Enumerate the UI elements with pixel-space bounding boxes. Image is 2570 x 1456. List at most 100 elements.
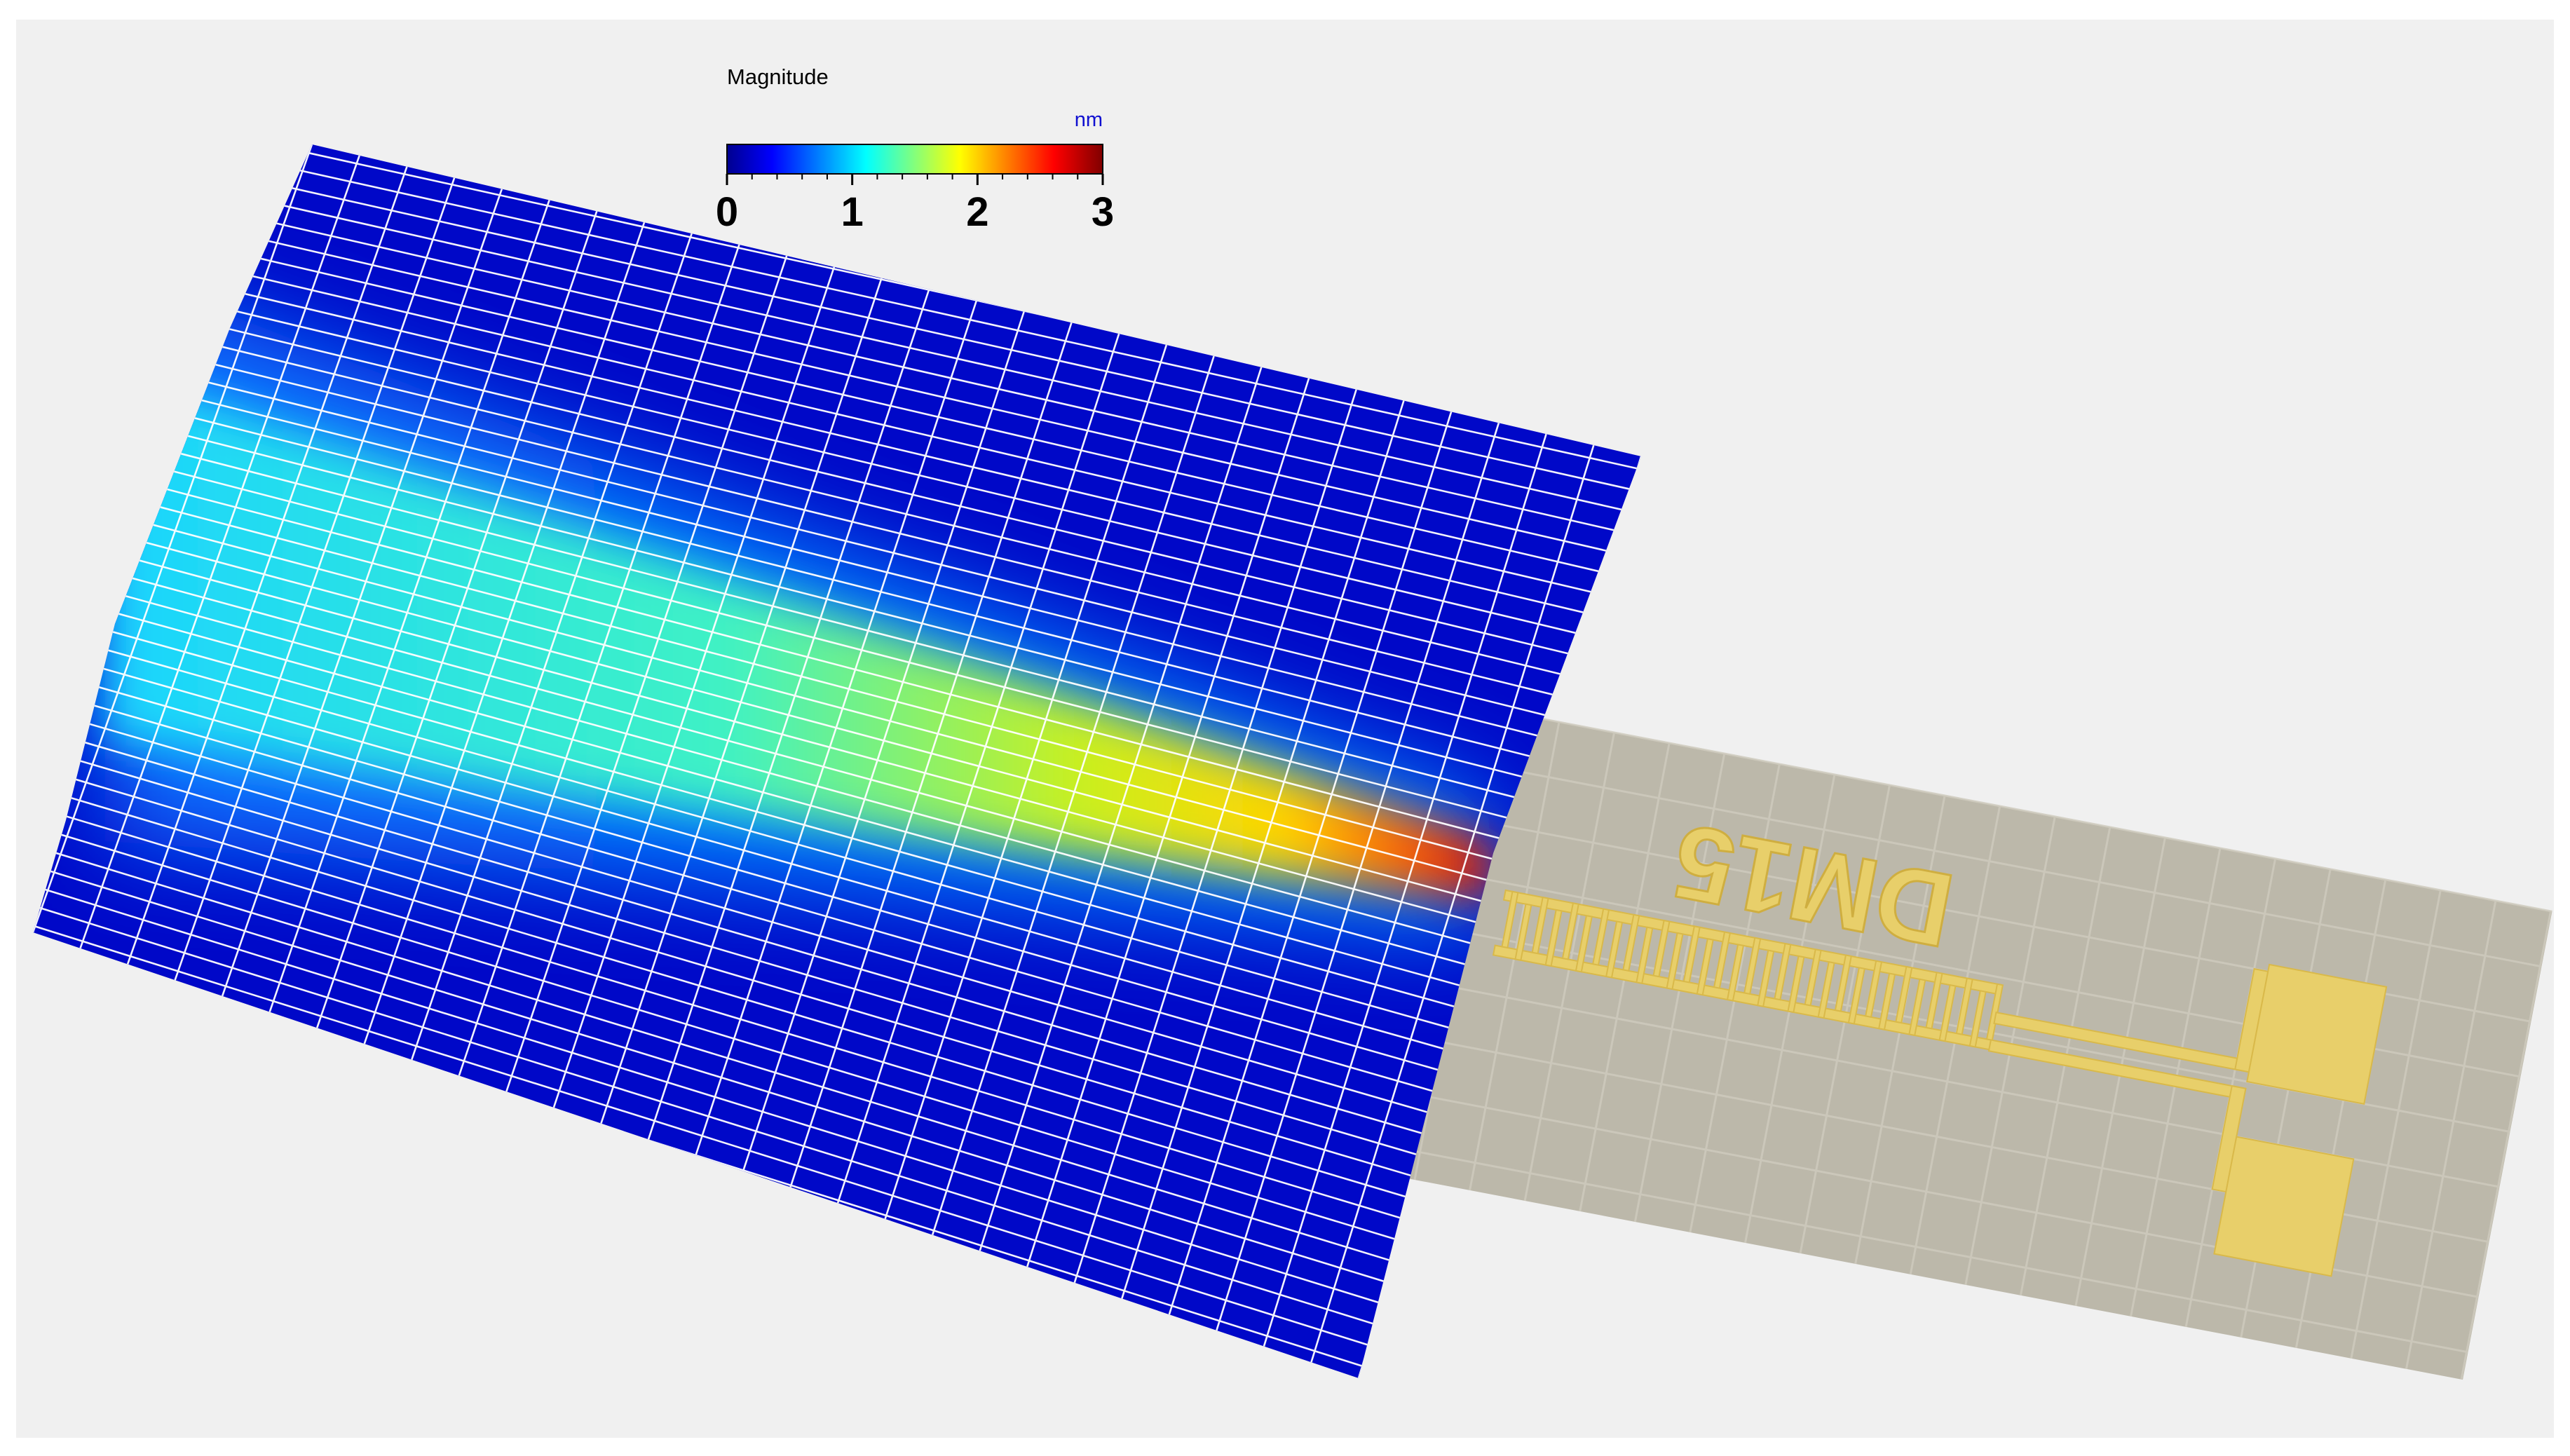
mesh-column	[505, 255, 788, 1092]
trace-finger	[1757, 949, 1775, 1007]
mesh-row	[161, 448, 1575, 814]
trace-finger	[1925, 972, 1943, 1030]
trace-finger	[1834, 954, 1852, 1012]
trace-finger	[1955, 977, 1973, 1035]
mesh-row	[33, 824, 1440, 1253]
mesh-row	[33, 913, 1408, 1359]
mesh-row	[54, 752, 1465, 1170]
mesh-row	[98, 627, 1511, 1023]
chip-grid-line	[2405, 900, 2497, 1370]
trace-finger	[1726, 944, 1745, 1002]
trace-finger	[1804, 948, 1822, 1007]
mesh-row	[181, 394, 1594, 751]
trace-finger	[1774, 942, 1792, 1001]
mesh-row	[244, 215, 1641, 541]
trace-finger	[1592, 908, 1610, 966]
mesh-row	[174, 411, 1587, 772]
trace-finger	[1652, 919, 1671, 978]
trace-finger	[1575, 915, 1593, 973]
mesh-row	[67, 716, 1478, 1128]
mesh-column	[552, 266, 836, 1108]
chip-grid-line	[1438, 755, 2542, 968]
gold-trace	[1492, 889, 2388, 1277]
trace-finger	[1514, 903, 1532, 961]
mesh-column	[836, 333, 1120, 1204]
trace-finger	[1817, 960, 1835, 1019]
trace-finger	[1908, 978, 1926, 1037]
trace-finger	[1938, 984, 1957, 1042]
chip-grid-line	[2350, 890, 2442, 1359]
trace-finger	[1864, 960, 1883, 1019]
mesh-row	[117, 573, 1530, 960]
mesh-row	[206, 322, 1619, 667]
mesh-column	[884, 344, 1168, 1220]
trace-finger	[1877, 972, 1896, 1030]
mesh-row	[142, 501, 1556, 876]
colorbar-unit: nm	[1075, 109, 1103, 131]
mesh-column	[1263, 433, 1547, 1347]
trace-finger	[1561, 902, 1579, 960]
mesh-row	[48, 770, 1459, 1191]
mesh-row	[104, 608, 1517, 1002]
colorbar: Magnitude nm 0 1 2 3	[716, 64, 1114, 235]
mesh-row	[92, 645, 1504, 1045]
mesh-column	[458, 244, 740, 1076]
mesh-column	[411, 233, 693, 1061]
colorbar-bar	[726, 144, 1103, 175]
colorbar-tick-label: 3	[1092, 189, 1114, 235]
mesh-row	[79, 681, 1491, 1086]
mesh-row	[155, 465, 1568, 835]
mesh-row	[33, 895, 1414, 1338]
mesh-row	[130, 537, 1542, 918]
mesh-column	[600, 278, 883, 1124]
mesh-row	[200, 340, 1613, 688]
mesh-column	[1168, 411, 1453, 1315]
chip-grid-line	[2460, 911, 2552, 1380]
colorbar-tick-label: 2	[966, 189, 988, 235]
mesh-column	[789, 322, 1073, 1188]
mesh-row	[257, 179, 1641, 500]
trace-finger	[1696, 937, 1714, 996]
mesh-row	[225, 268, 1639, 604]
colorbar-tick-label: 0	[716, 189, 738, 235]
mesh-row	[86, 662, 1497, 1065]
mesh-row	[60, 734, 1472, 1149]
colorbar-title: Magnitude	[727, 64, 829, 89]
mesh-row	[187, 376, 1600, 730]
mesh-column	[1026, 378, 1310, 1267]
trace-finger	[1682, 925, 1701, 984]
trace-finger	[1713, 931, 1732, 989]
mesh-row	[212, 304, 1626, 646]
mesh-row	[73, 698, 1485, 1107]
chip-grid-line	[1448, 700, 2552, 913]
trace-finger	[1895, 965, 1913, 1024]
mesh-column	[79, 155, 360, 949]
mesh-row	[193, 358, 1607, 709]
mesh-row	[33, 859, 1427, 1295]
mesh-row	[123, 555, 1536, 939]
trace-finger	[1531, 896, 1549, 955]
mesh-row	[33, 842, 1434, 1274]
mesh-column	[931, 355, 1215, 1235]
colorbar-tick-label: 1	[841, 189, 864, 235]
mesh-row	[33, 878, 1420, 1316]
mesh-column	[1216, 422, 1500, 1331]
mesh-row	[231, 251, 1641, 583]
trace-finger	[1969, 990, 1987, 1048]
trace-finger	[1787, 955, 1805, 1014]
trace-finger	[1847, 967, 1865, 1025]
trace-finger	[1743, 937, 1762, 995]
trace-finger	[1501, 890, 1519, 949]
mesh-column	[1310, 444, 1595, 1363]
mesh-column	[174, 177, 456, 981]
mesh-row	[41, 788, 1453, 1212]
mesh-row	[219, 287, 1633, 625]
mesh-row	[168, 430, 1581, 793]
trace-finger	[1544, 909, 1563, 967]
trace-finger	[1605, 920, 1624, 979]
trace-finger	[1636, 926, 1654, 984]
mesh-row	[111, 591, 1523, 981]
mesh-row	[34, 805, 1446, 1233]
